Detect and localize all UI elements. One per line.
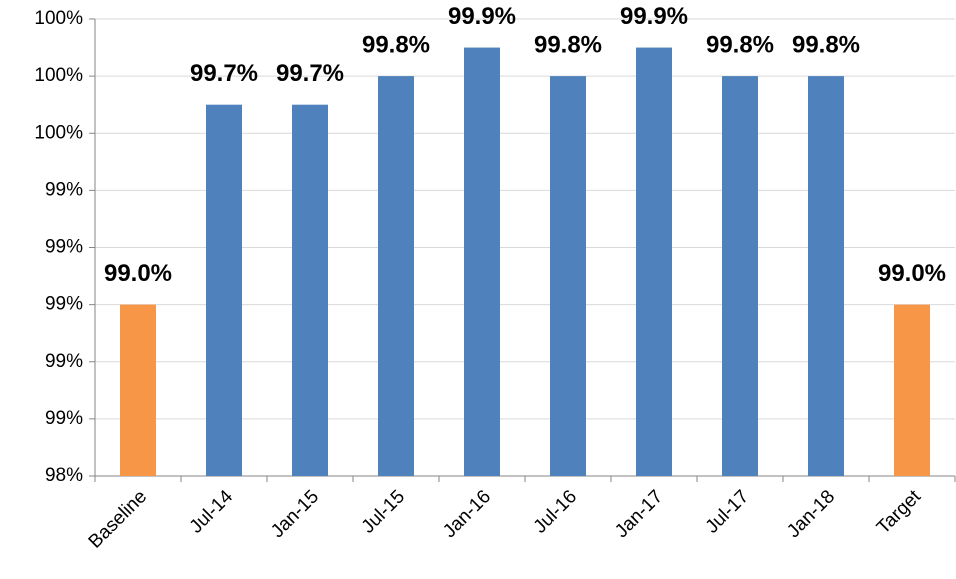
y-tick-label: 100% [34,122,83,143]
x-tick-label: Jan-16 [439,486,495,542]
value-label: 99.9% [448,3,516,30]
x-tick-label: Jul-14 [186,486,238,538]
y-tick-label: 99% [45,294,83,315]
x-tick-label: Jul-17 [702,486,753,537]
y-tick-label: 99% [45,351,83,372]
y-tick-label: 100% [34,8,83,29]
bar [378,76,414,476]
bar [464,47,500,476]
value-label: 99.8% [792,31,860,58]
x-tick-label: Jul-15 [358,486,409,537]
x-tick-label: Jan-17 [611,486,667,542]
x-tick-label: Jul-16 [530,486,581,537]
bar [722,76,758,476]
bar [120,304,156,476]
x-tick-label: Baseline [85,486,151,552]
y-tick-label: 99% [45,179,83,200]
value-label: 99.8% [706,31,774,58]
value-label: 99.8% [534,31,602,58]
y-tick-label: 100% [34,65,83,86]
bar [292,104,328,476]
y-tick-label: 99% [45,237,83,258]
y-tick-label: 99% [45,408,83,429]
value-label: 99.9% [620,3,688,30]
value-label: 99.7% [190,60,258,87]
bar [550,76,586,476]
x-tick-label: Target [873,486,926,539]
bar [636,47,672,476]
bar [808,76,844,476]
value-label: 99.0% [104,260,172,287]
y-tick-label: 98% [45,465,83,486]
bar [894,304,930,476]
x-tick-label: Jan-15 [267,486,323,542]
value-label: 99.7% [276,60,344,87]
value-label: 99.8% [362,31,430,58]
value-label: 99.0% [878,260,946,287]
bar [206,104,242,476]
x-tick-label: Jan-18 [783,486,839,542]
